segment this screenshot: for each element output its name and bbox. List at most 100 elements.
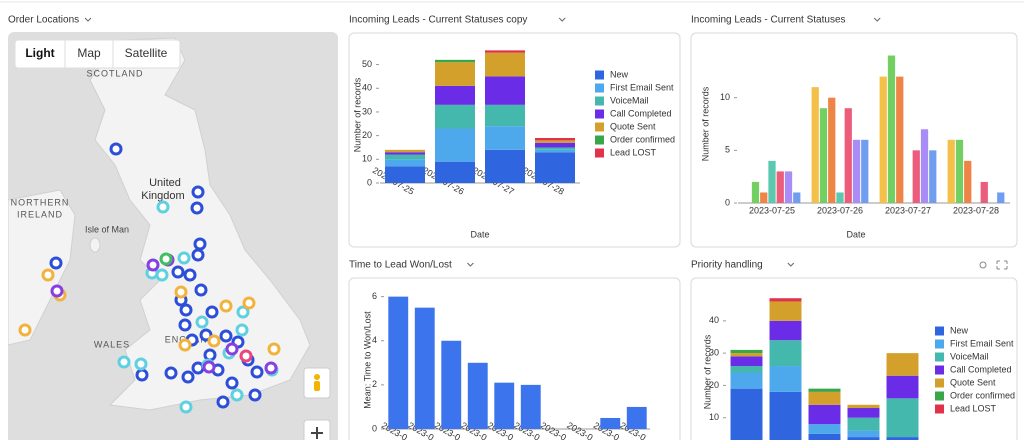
location-marker[interactable]	[50, 284, 64, 298]
markers	[18, 142, 281, 414]
chevron[interactable]	[558, 17, 566, 22]
location-marker[interactable]	[159, 252, 173, 266]
bar	[955, 139, 964, 203]
location-marker[interactable]	[146, 258, 160, 272]
chevron[interactable]	[873, 17, 881, 22]
location-marker[interactable]	[178, 318, 192, 332]
style-button[interactable]: Satellite	[125, 46, 168, 60]
location-marker[interactable]	[49, 256, 63, 270]
bar-segment	[769, 391, 802, 440]
bar	[844, 108, 852, 203]
panel-title[interactable]: Order Locations	[8, 15, 79, 26]
legend-label: First Email Sent	[610, 82, 674, 92]
location-marker[interactable]	[191, 361, 205, 375]
legend-label: Quote Sent	[610, 121, 656, 131]
location-marker[interactable]	[164, 366, 178, 380]
location-marker[interactable]	[267, 342, 281, 356]
bar	[414, 307, 435, 429]
location-marker[interactable]	[156, 200, 170, 214]
legend-swatch	[595, 109, 604, 119]
location-marker[interactable]	[225, 342, 239, 356]
location-marker[interactable]	[264, 361, 278, 375]
panel-title[interactable]: Time to Lead Won/Lost	[349, 260, 452, 271]
x-tick-label: 2023-07-28	[953, 205, 999, 215]
location-marker[interactable]	[191, 248, 205, 262]
location-marker[interactable]	[183, 268, 197, 282]
location-marker[interactable]	[134, 357, 148, 371]
legend-swatch	[935, 339, 944, 349]
location-marker[interactable]	[155, 268, 169, 282]
location-marker[interactable]	[177, 251, 191, 265]
location-marker[interactable]	[117, 355, 131, 369]
chevron[interactable]	[84, 17, 92, 22]
location-marker[interactable]	[242, 296, 256, 310]
bar	[751, 181, 760, 203]
bar	[964, 160, 972, 203]
location-marker[interactable]	[195, 315, 209, 329]
location-marker[interactable]	[225, 376, 239, 390]
location-marker[interactable]	[250, 365, 264, 379]
location-marker[interactable]	[205, 305, 219, 319]
bar-segment	[385, 149, 425, 153]
map-label: IRELAND	[17, 209, 63, 219]
location-marker[interactable]	[248, 388, 262, 402]
legend-label: VoiceMail	[610, 95, 649, 105]
bar	[929, 150, 937, 203]
location-marker[interactable]	[235, 323, 249, 337]
style-button[interactable]: Light	[25, 46, 54, 60]
location-marker[interactable]	[239, 349, 253, 363]
y-tick-label: 20	[709, 380, 719, 390]
bar-segment	[535, 138, 575, 141]
location-marker[interactable]	[174, 285, 188, 299]
location-marker[interactable]	[171, 265, 185, 279]
location-marker[interactable]	[236, 305, 250, 319]
bar-segment	[769, 320, 802, 341]
panel-title[interactable]: Incoming Leads - Current Statuses	[691, 15, 846, 26]
y-tick-label: 10	[720, 92, 730, 102]
location-marker[interactable]	[179, 303, 193, 317]
location-marker[interactable]	[203, 348, 217, 362]
location-marker[interactable]	[181, 370, 195, 384]
bar	[811, 87, 819, 203]
location-marker[interactable]	[202, 360, 216, 374]
location-marker[interactable]	[216, 395, 230, 409]
bar	[626, 406, 647, 429]
location-marker[interactable]	[190, 201, 204, 215]
bar-segment	[808, 424, 841, 434]
location-marker[interactable]	[191, 185, 205, 199]
style-button[interactable]: Map	[77, 46, 101, 60]
bar-segment	[435, 85, 475, 105]
location-marker[interactable]	[194, 283, 208, 297]
panel-title[interactable]: Priority handling	[691, 260, 763, 271]
panel-title[interactable]: Incoming Leads - Current Statuses copy	[349, 15, 527, 26]
location-marker[interactable]	[219, 329, 233, 343]
location-marker[interactable]	[207, 334, 221, 348]
location-marker[interactable]	[18, 323, 32, 337]
bar	[879, 76, 887, 203]
location-marker[interactable]	[41, 268, 55, 282]
bar-segment	[808, 388, 841, 392]
map-label: WALES	[94, 339, 130, 349]
chevron[interactable]	[787, 262, 795, 267]
bar-segment	[485, 149, 525, 183]
chevron[interactable]	[467, 262, 474, 267]
bar	[784, 171, 793, 203]
location-marker[interactable]	[193, 237, 207, 251]
location-marker[interactable]	[178, 338, 192, 352]
settings-icon[interactable]	[979, 261, 987, 269]
bar	[836, 192, 844, 203]
bar	[467, 362, 488, 429]
bar-segment	[435, 62, 475, 86]
location-marker[interactable]	[219, 299, 233, 313]
expand-icon[interactable]	[996, 260, 1008, 270]
location-marker[interactable]	[135, 368, 149, 382]
bar-segment	[808, 433, 841, 440]
bar-segment	[385, 152, 425, 155]
bar	[828, 97, 836, 203]
location-marker[interactable]	[179, 400, 193, 414]
location-marker[interactable]	[199, 328, 213, 342]
location-marker[interactable]	[230, 388, 244, 402]
y-tick-label: 30	[709, 348, 719, 358]
location-marker[interactable]	[109, 142, 123, 156]
